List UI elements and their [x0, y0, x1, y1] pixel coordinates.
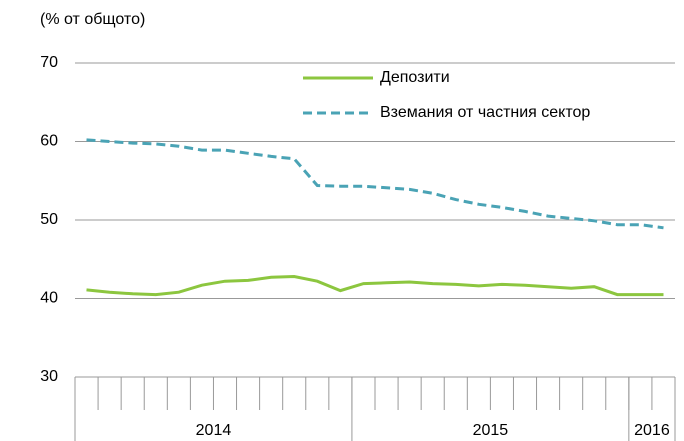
- y-tick-label: 50: [40, 211, 58, 228]
- y-tick-label: 60: [40, 133, 58, 150]
- y-tick-label: 30: [40, 368, 58, 385]
- y-tick-label: 40: [40, 290, 58, 307]
- x-group-label: 2015: [473, 422, 509, 439]
- x-group-label: 2016: [634, 422, 670, 439]
- y-unit-label: (% от общото): [40, 11, 145, 28]
- series-line: [86, 138, 664, 230]
- legend-label: Вземания от частния сектор: [380, 104, 590, 121]
- series-line: [86, 274, 664, 297]
- legend-label: Депозити: [380, 69, 450, 86]
- x-group-label: 2014: [196, 422, 232, 439]
- y-tick-label: 70: [40, 54, 58, 71]
